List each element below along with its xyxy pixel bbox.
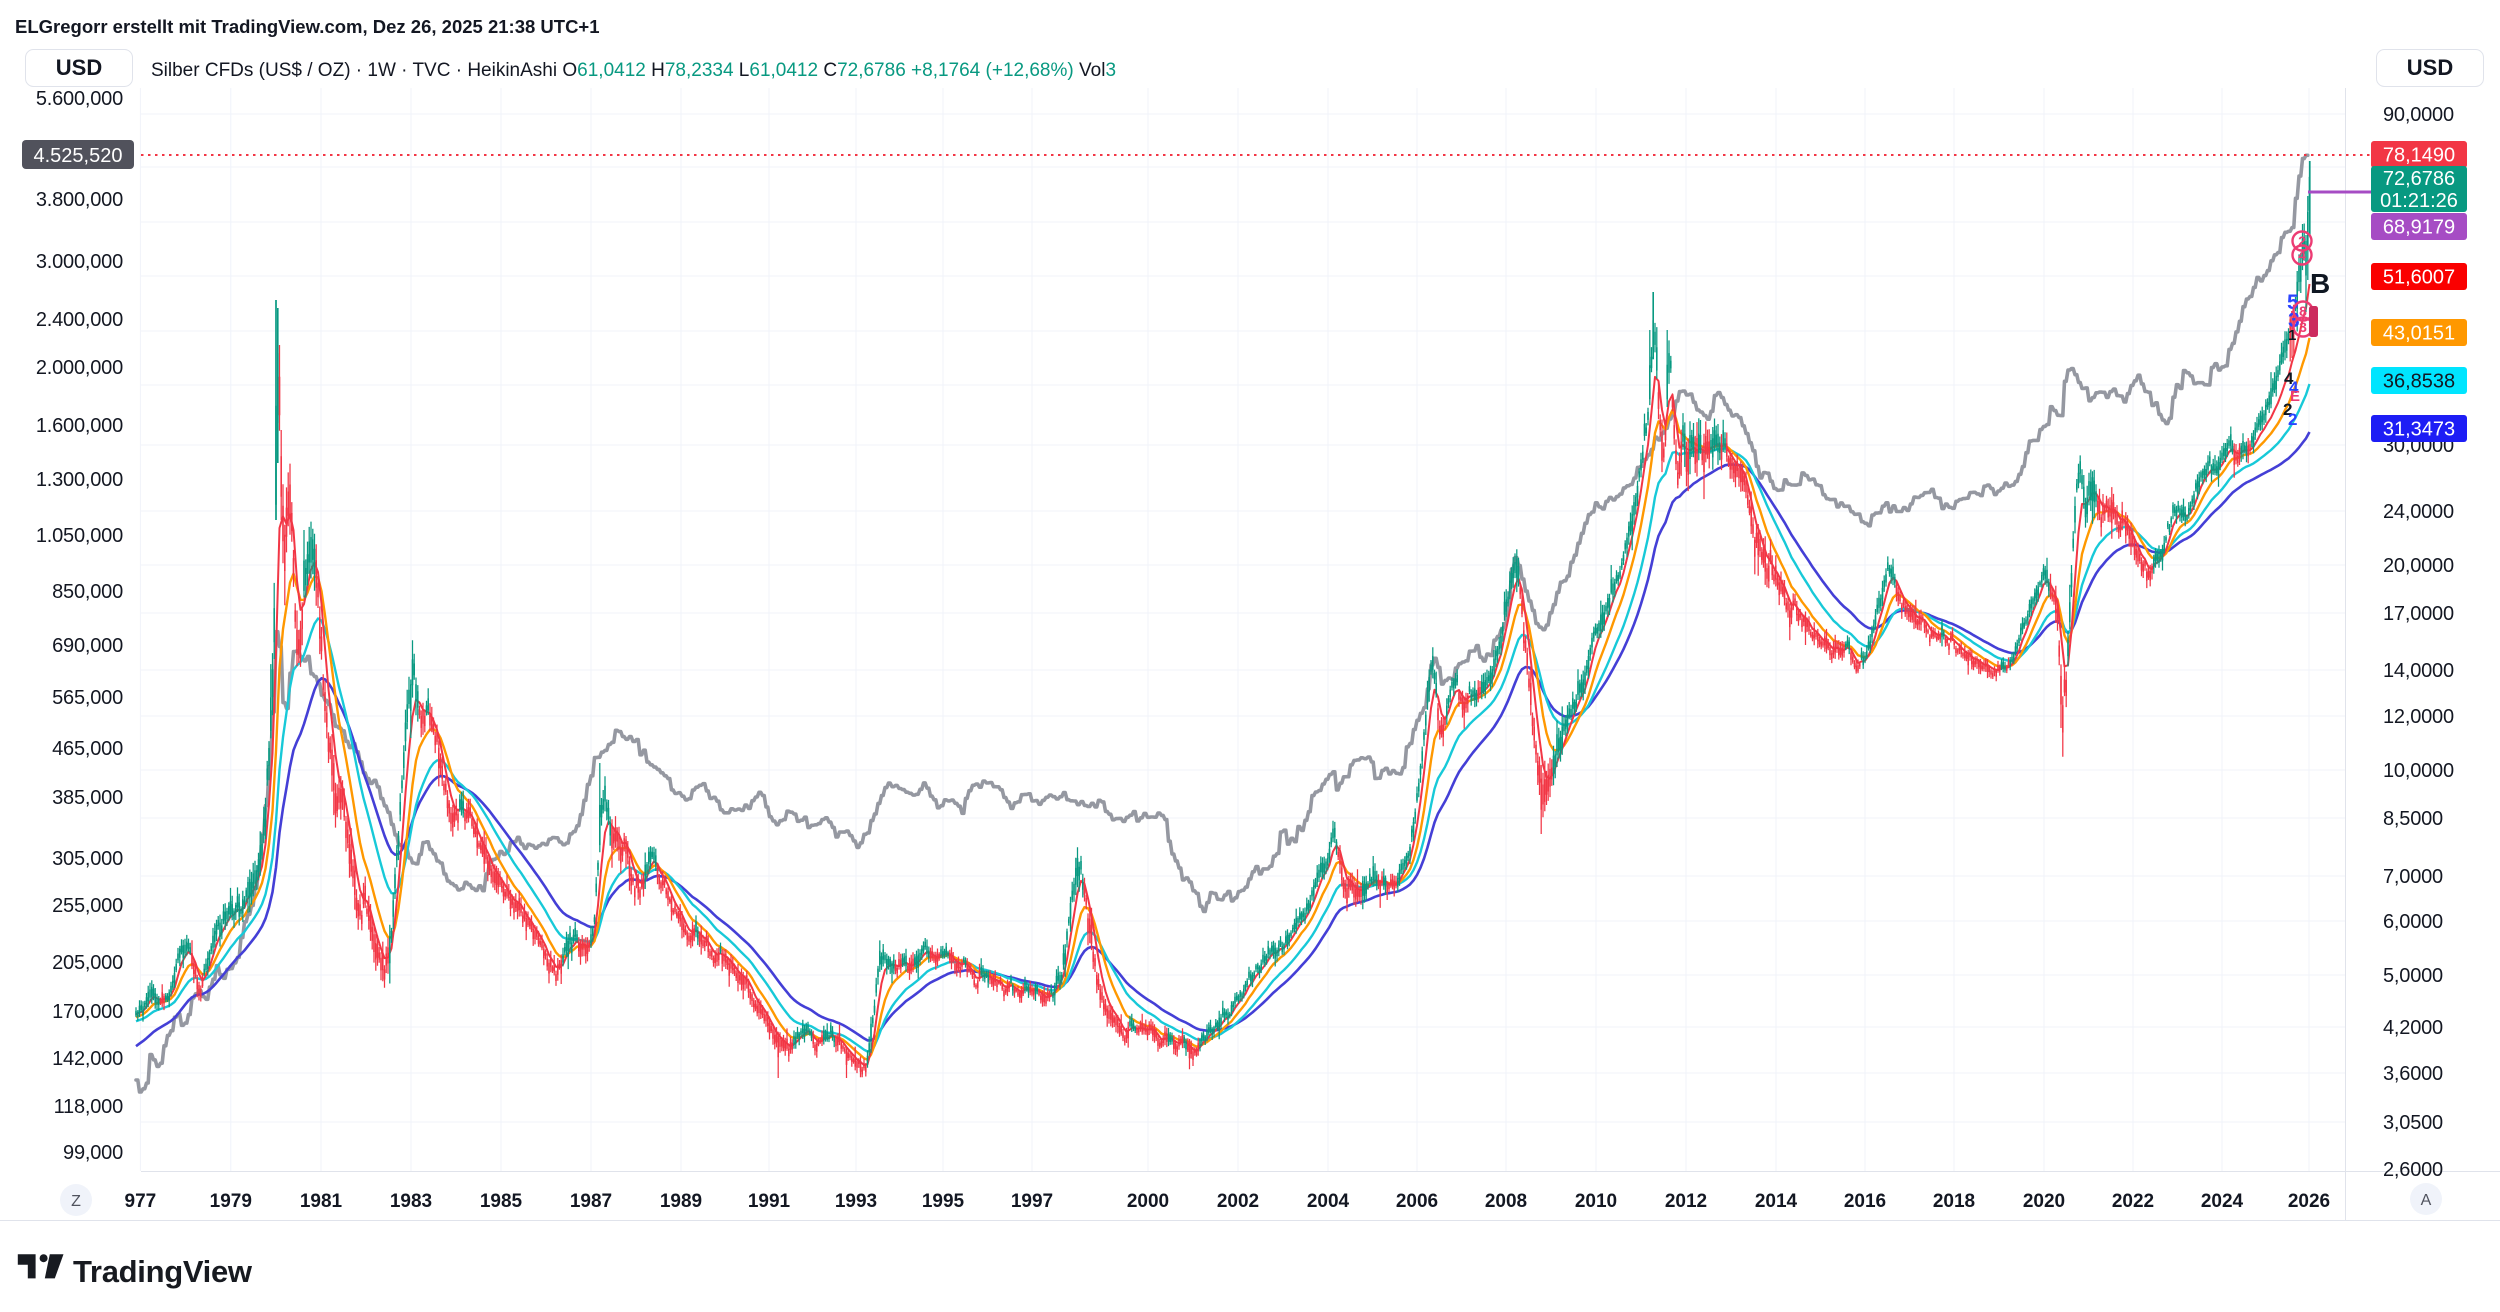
svg-text:305,000: 305,000 — [52, 848, 123, 870]
svg-text:465,000: 465,000 — [52, 738, 123, 760]
svg-text:4: 4 — [2284, 369, 2294, 388]
svg-text:78,1490: 78,1490 — [2383, 145, 2455, 167]
svg-text:2: 2 — [2283, 400, 2292, 419]
svg-text:4,2000: 4,2000 — [2383, 1017, 2443, 1039]
svg-text:1983: 1983 — [390, 1191, 432, 1212]
svg-text:3: 3 — [2288, 309, 2300, 332]
svg-text:1993: 1993 — [835, 1191, 877, 1212]
svg-text:8,5000: 8,5000 — [2383, 808, 2443, 830]
svg-text:977: 977 — [125, 1191, 157, 1212]
svg-text:565,000: 565,000 — [52, 687, 123, 709]
svg-text:2012: 2012 — [1665, 1191, 1707, 1212]
svg-text:Silber CFDs (US$ / OZ) · 1W ·: Silber CFDs (US$ / OZ) · 1W · TVC · Heik… — [151, 60, 1116, 81]
svg-text:1.050,000: 1.050,000 — [36, 525, 123, 547]
svg-text:385,000: 385,000 — [52, 787, 123, 809]
svg-text:3: 3 — [2299, 319, 2307, 335]
svg-text:2002: 2002 — [1217, 1191, 1259, 1212]
svg-text:3,0500: 3,0500 — [2383, 1112, 2443, 1134]
svg-text:1985: 1985 — [480, 1191, 523, 1212]
svg-text:24,0000: 24,0000 — [2383, 501, 2454, 523]
svg-text:4: 4 — [2298, 247, 2306, 263]
svg-text:90,0000: 90,0000 — [2383, 104, 2454, 126]
svg-text:A: A — [2421, 1192, 2432, 1209]
svg-text:255,000: 255,000 — [52, 895, 123, 917]
svg-text:1991: 1991 — [748, 1191, 791, 1212]
svg-text:3,6000: 3,6000 — [2383, 1063, 2443, 1085]
svg-text:5,0000: 5,0000 — [2383, 965, 2443, 987]
svg-text:36,8538: 36,8538 — [2383, 371, 2455, 393]
svg-text:2010: 2010 — [1575, 1191, 1617, 1212]
svg-text:1.600,000: 1.600,000 — [36, 415, 123, 437]
svg-text:2,6000: 2,6000 — [2383, 1159, 2443, 1181]
svg-text:5.600,000: 5.600,000 — [36, 88, 123, 110]
svg-text:10,0000: 10,0000 — [2383, 760, 2454, 782]
svg-text:2: 2 — [2288, 410, 2297, 429]
svg-text:3.800,000: 3.800,000 — [36, 189, 123, 211]
svg-text:51,6007: 51,6007 — [2383, 267, 2455, 289]
svg-text:2000: 2000 — [1127, 1191, 1169, 1212]
svg-text:4.525,520: 4.525,520 — [34, 145, 123, 167]
svg-text:31,3473: 31,3473 — [2383, 419, 2455, 441]
svg-text:2.000,000: 2.000,000 — [36, 357, 123, 379]
svg-text:1987: 1987 — [570, 1191, 612, 1212]
svg-text:12,0000: 12,0000 — [2383, 706, 2454, 728]
svg-text:1.300,000: 1.300,000 — [36, 469, 123, 491]
svg-text:2004: 2004 — [1307, 1191, 1350, 1212]
svg-text:4: 4 — [2289, 378, 2299, 397]
svg-text:17,0000: 17,0000 — [2383, 603, 2454, 625]
svg-text:1989: 1989 — [660, 1191, 702, 1212]
svg-text:2006: 2006 — [1396, 1191, 1438, 1212]
svg-text:2.400,000: 2.400,000 — [36, 309, 123, 331]
svg-text:690,000: 690,000 — [52, 635, 123, 657]
svg-text:850,000: 850,000 — [52, 581, 123, 603]
svg-text:205,000: 205,000 — [52, 952, 123, 974]
svg-text:2018: 2018 — [1933, 1191, 1975, 1212]
svg-text:1981: 1981 — [300, 1191, 343, 1212]
svg-text:118,000: 118,000 — [54, 1096, 123, 1118]
svg-text:2: 2 — [2298, 233, 2306, 249]
svg-text:2022: 2022 — [2112, 1191, 2154, 1212]
svg-text:43,0151: 43,0151 — [2383, 323, 2455, 345]
svg-text:6,0000: 6,0000 — [2383, 911, 2443, 933]
svg-text:170,000: 170,000 — [52, 1001, 123, 1023]
svg-text:1979: 1979 — [210, 1191, 252, 1212]
svg-text:E: E — [2290, 388, 2300, 405]
svg-text:TradingView: TradingView — [73, 1254, 253, 1289]
svg-text:1995: 1995 — [922, 1191, 965, 1212]
svg-text:142,000: 142,000 — [52, 1048, 123, 1070]
svg-text:99,000: 99,000 — [63, 1142, 123, 1164]
svg-text:B: B — [2310, 268, 2330, 299]
svg-text:2008: 2008 — [1485, 1191, 1527, 1212]
svg-text:2026: 2026 — [2288, 1191, 2330, 1212]
svg-text:2014: 2014 — [1755, 1191, 1798, 1212]
svg-text:2020: 2020 — [2023, 1191, 2065, 1212]
svg-text:72,6786: 72,6786 — [2383, 168, 2455, 190]
svg-text:USD: USD — [56, 55, 102, 80]
svg-text:8: 8 — [2299, 303, 2307, 319]
svg-text:20,0000: 20,0000 — [2383, 555, 2454, 577]
svg-text:2016: 2016 — [1844, 1191, 1886, 1212]
svg-text:2024: 2024 — [2201, 1191, 2244, 1212]
svg-text:7,0000: 7,0000 — [2383, 866, 2443, 888]
svg-text:ELGregorr erstellt mit Trading: ELGregorr erstellt mit TradingView.com, … — [15, 16, 600, 37]
svg-text:Z: Z — [71, 1193, 81, 1210]
svg-text:14,0000: 14,0000 — [2383, 660, 2454, 682]
svg-text:5: 5 — [2287, 291, 2299, 314]
svg-text:68,9179: 68,9179 — [2383, 217, 2455, 239]
svg-text:1997: 1997 — [1011, 1191, 1053, 1212]
svg-text:1: 1 — [2288, 327, 2296, 344]
svg-text:3.000,000: 3.000,000 — [36, 251, 123, 273]
svg-text:01:21:26: 01:21:26 — [2380, 190, 2458, 212]
svg-text:USD: USD — [2407, 55, 2453, 80]
